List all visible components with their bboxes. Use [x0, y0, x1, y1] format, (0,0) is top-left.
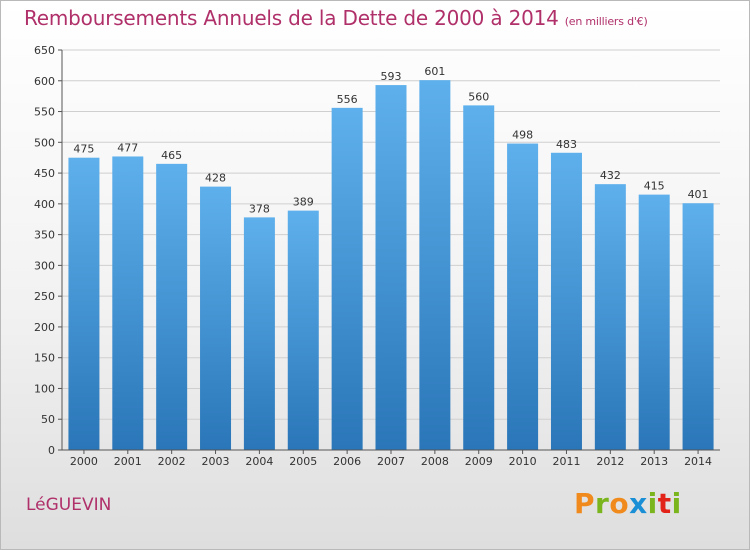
value-label-2005: 389 — [293, 196, 314, 209]
bar-2011 — [550, 152, 582, 450]
x-tick-label-2012: 2012 — [596, 455, 624, 468]
x-tick-label-2009: 2009 — [465, 455, 493, 468]
y-tick-label: 200 — [34, 321, 55, 334]
y-tick-label: 50 — [41, 413, 55, 426]
value-label-2007: 593 — [381, 70, 402, 83]
chart-title: Remboursements Annuels de la Dette de 20… — [24, 6, 648, 30]
value-label-2003: 428 — [205, 172, 226, 185]
x-tick-label-2000: 2000 — [70, 455, 98, 468]
x-tick-label-2011: 2011 — [552, 455, 580, 468]
y-tick-label: 100 — [34, 382, 55, 395]
value-label-2006: 556 — [337, 93, 358, 106]
bar-2012 — [594, 184, 626, 450]
logo-letter: t — [657, 487, 672, 520]
x-tick-label-2010: 2010 — [509, 455, 537, 468]
chart-subtitle: (en milliers d'€) — [564, 15, 648, 28]
x-tick-labels: 2000 2001 2002 2003 2004 2005 2006 2007 2008 2009… — [70, 450, 712, 468]
y-tick-label: 0 — [48, 444, 55, 457]
y-tick-label: 550 — [34, 106, 55, 119]
x-tick-label-2001: 2001 — [114, 455, 142, 468]
bar-2007 — [375, 85, 407, 451]
bar-2008 — [419, 80, 451, 451]
value-label-2000: 475 — [73, 143, 94, 156]
logo-letter: r — [595, 487, 610, 520]
x-tick-label-2008: 2008 — [421, 455, 449, 468]
y-tick-labels: 0 50 100 150 200 250 300 350 400 450 500 550 600 650 — [34, 44, 62, 457]
proxiti-logo: Proxiti — [574, 487, 682, 520]
bar-2000 — [68, 157, 100, 450]
logo-letter: i — [671, 487, 682, 520]
y-tick-label: 650 — [34, 44, 55, 57]
bar-2006 — [331, 107, 363, 450]
value-label-2009: 560 — [468, 90, 489, 103]
chart-title-text: Remboursements Annuels de la Dette de 20… — [24, 6, 559, 30]
y-tick-label: 300 — [34, 259, 55, 272]
y-tick-label: 400 — [34, 198, 55, 211]
y-tick-label: 600 — [34, 75, 55, 88]
x-tick-label-2006: 2006 — [333, 455, 361, 468]
logo-letter: o — [609, 487, 630, 520]
bar-2002 — [156, 163, 188, 450]
y-tick-label: 150 — [34, 352, 55, 365]
bar-2010 — [507, 143, 539, 451]
value-label-2008: 601 — [424, 65, 445, 78]
bar-2014 — [682, 203, 714, 450]
bar-2001 — [112, 156, 144, 450]
bar-2004 — [243, 217, 275, 450]
city-name: LéGUEVIN — [26, 495, 112, 515]
y-tick-label: 450 — [34, 167, 55, 180]
value-label-2002: 465 — [161, 149, 182, 162]
logo-letter: P — [574, 487, 596, 520]
x-tick-label-2002: 2002 — [158, 455, 186, 468]
y-tick-label: 500 — [34, 136, 55, 149]
value-label-2013: 415 — [644, 180, 665, 193]
x-tick-label-2014: 2014 — [684, 455, 712, 468]
value-label-2014: 401 — [688, 188, 709, 201]
value-labels: 475 477 465 428 378 389 556 593 601 560 498 483 432 4… — [73, 65, 708, 215]
x-tick-label-2005: 2005 — [289, 455, 317, 468]
y-tick-label: 350 — [34, 229, 55, 242]
value-label-2004: 378 — [249, 202, 270, 215]
logo-letter: i — [647, 487, 658, 520]
bars — [68, 80, 714, 451]
value-label-2001: 477 — [117, 141, 138, 154]
value-label-2011: 483 — [556, 138, 577, 151]
x-tick-label-2004: 2004 — [245, 455, 273, 468]
y-tick-label: 250 — [34, 290, 55, 303]
bar-2005 — [287, 210, 319, 450]
bar-2013 — [638, 194, 670, 450]
logo-letter: x — [629, 487, 648, 520]
bar-2009 — [463, 105, 495, 450]
value-label-2010: 498 — [512, 129, 533, 142]
x-tick-label-2003: 2003 — [202, 455, 230, 468]
value-label-2012: 432 — [600, 169, 621, 182]
x-tick-label-2007: 2007 — [377, 455, 405, 468]
bar-2003 — [200, 186, 232, 450]
x-tick-label-2013: 2013 — [640, 455, 668, 468]
